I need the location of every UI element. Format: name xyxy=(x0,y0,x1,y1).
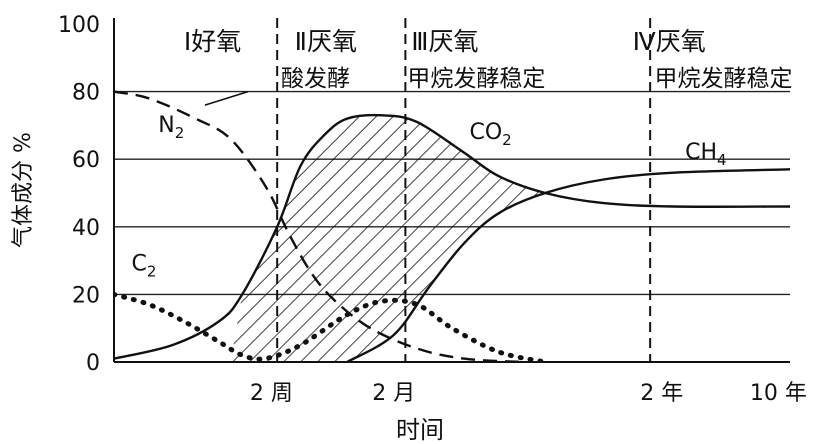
y-tick-label-80: 80 xyxy=(72,81,100,106)
series-line-co2 xyxy=(114,113,790,360)
phase-sublabel-4: 甲烷发酵稳定 xyxy=(654,66,792,92)
series-lines xyxy=(114,90,790,362)
x-tick-label-1: 2 月 xyxy=(372,381,415,406)
series-label-sub: 2 xyxy=(175,124,185,142)
series-label-ch4: CH4 xyxy=(685,140,726,169)
y-tick-label-60: 60 xyxy=(72,148,100,173)
hatched-area xyxy=(230,115,546,362)
series-line-ch4 xyxy=(346,168,790,362)
series-label-sub: 2 xyxy=(147,263,157,281)
x-tick-label-2: 2 年 xyxy=(640,381,683,406)
series-label-main: C xyxy=(131,252,146,277)
y-tick-label-0: 0 xyxy=(86,351,100,376)
phase-label-2: Ⅱ厌氧 xyxy=(295,27,357,56)
phase-sublabel-3: 甲烷发酵稳定 xyxy=(407,66,545,92)
series-label-o2: C2 xyxy=(131,252,156,281)
x-tick-label-3: 10 年 xyxy=(750,381,807,406)
phase-sublabel-2: 酸发酵 xyxy=(281,66,350,92)
series-label-sub: 2 xyxy=(502,131,512,149)
phase-label-1: Ⅰ好氧 xyxy=(184,27,241,56)
y-tick-label-40: 40 xyxy=(72,216,100,241)
phase-label-3: Ⅲ厌氧 xyxy=(411,27,478,56)
series-label-main: CH xyxy=(685,140,717,165)
series-label-main: CO xyxy=(469,120,502,145)
axes xyxy=(113,18,790,363)
series-label-sub: 4 xyxy=(717,151,727,169)
series-line-n2 xyxy=(114,90,522,362)
x-tick-label-0: 2 周 xyxy=(250,381,293,406)
x-ticks: 2 周 2 月 2 年 10 年 xyxy=(250,381,807,406)
n2-leader-line xyxy=(204,90,249,106)
y-tick-label-100: 100 xyxy=(58,13,100,38)
y-ticks: 0 20 40 60 80 100 xyxy=(58,13,100,376)
y-tick-label-20: 20 xyxy=(72,283,100,308)
phase-label-4: Ⅳ厌氧 xyxy=(633,27,706,56)
hatched-region xyxy=(230,115,546,362)
series-label-n2: N2 xyxy=(158,113,184,142)
series-label-co2: CO2 xyxy=(469,120,511,149)
phase-boundaries xyxy=(276,18,652,362)
x-axis-label: 时间 xyxy=(396,416,444,444)
series-label-main: N xyxy=(158,113,174,138)
y-axis-label: 气体成分 % xyxy=(11,132,36,248)
